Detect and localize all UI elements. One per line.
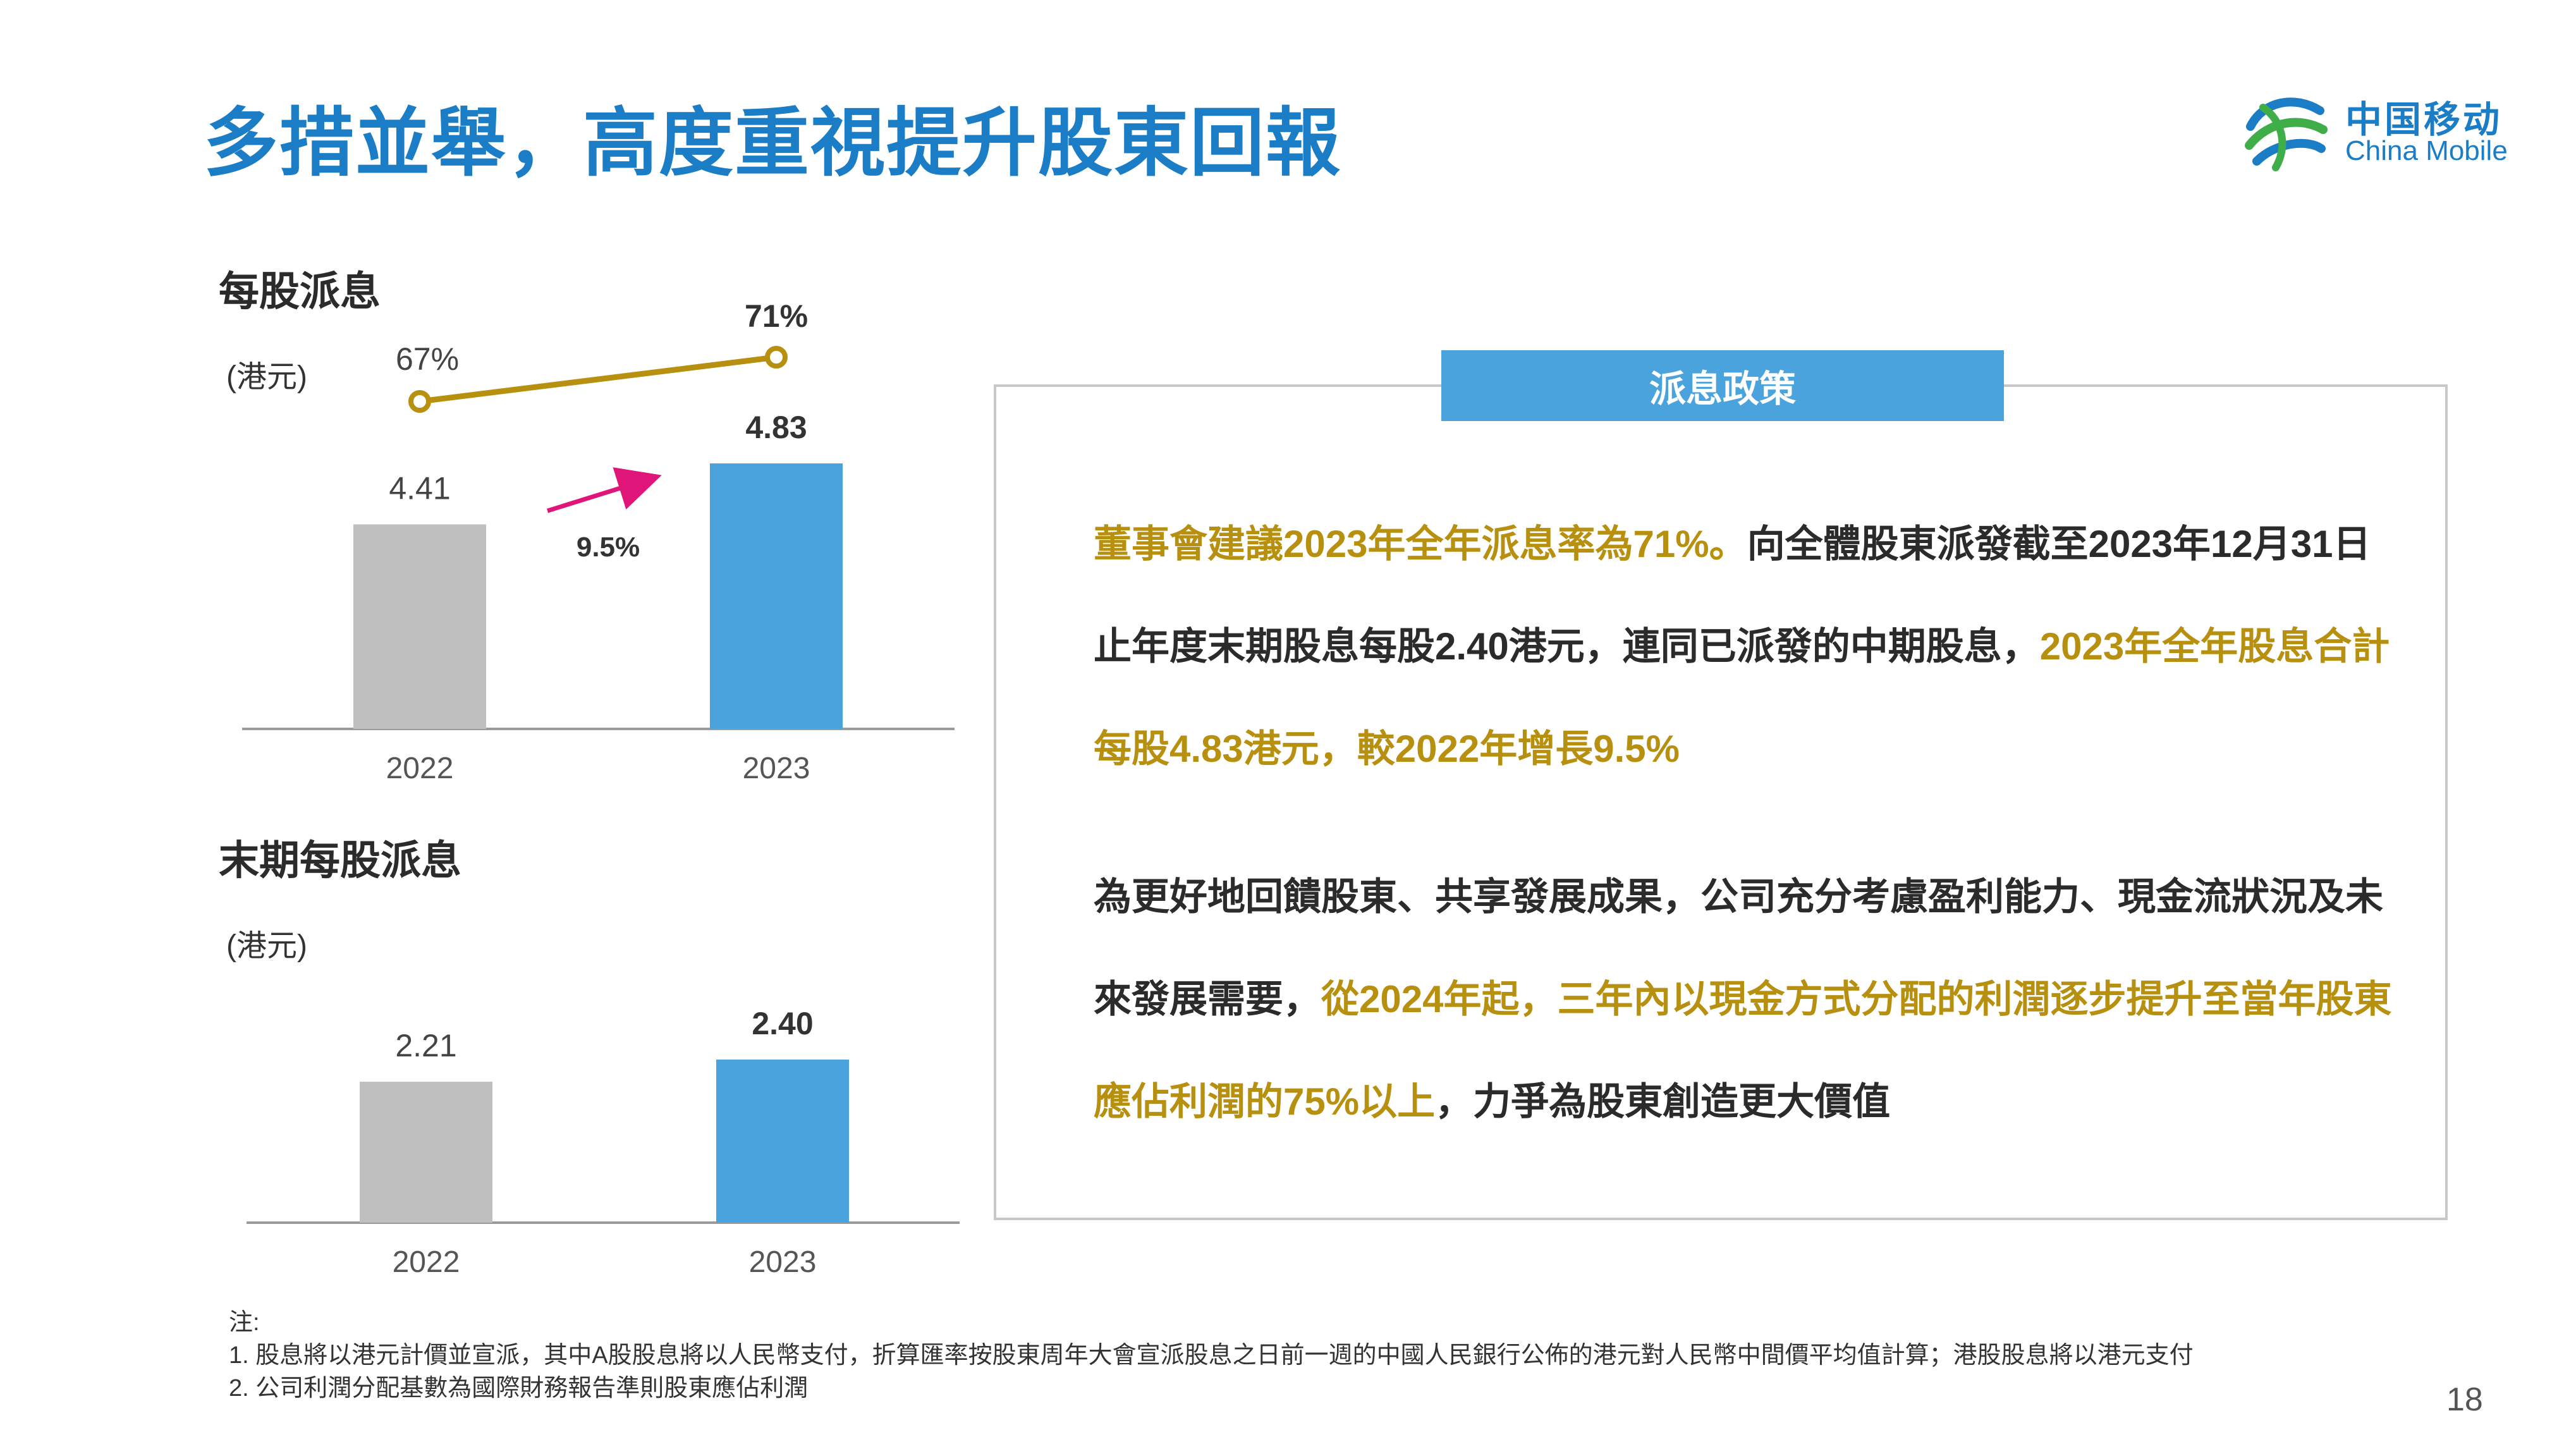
- chart2-bar-2022: [360, 1082, 492, 1223]
- chart2-category-label-2023: 2023: [749, 1245, 817, 1279]
- payout-ratio-line: [419, 354, 777, 405]
- note-1: 1. 股息將以港元計價並宣派，其中A股股息將以人民幣支付，折算匯率按股東周年大會…: [229, 1342, 2194, 1369]
- note-2: 2. 公司利潤分配基數為國際財務報告準則股東應佔利潤: [229, 1375, 809, 1402]
- payout-label-2023: 71%: [745, 298, 808, 334]
- policy-p2-text: 為更好地回饋股東、共享發展成果，公司充分考慮盈利能力、現金流狀況及未來發展需要，: [1094, 876, 2383, 1020]
- chart1-category-label-2022: 2022: [386, 752, 454, 785]
- company-logo: 中国移动 China Mobile: [2238, 82, 2508, 177]
- payout-label-2022: 67%: [396, 341, 459, 377]
- chart1-title: 每股派息: [219, 269, 381, 314]
- payout-point-2022: [408, 390, 431, 413]
- growth-arrow-icon: [546, 467, 662, 513]
- growth-label: 9.5%: [577, 532, 640, 563]
- policy-p1-highlight-1: 董事會建議2023年全年派息率為71%。: [1094, 523, 1747, 565]
- payout-point-2023: [765, 346, 788, 369]
- chart1-bar-2022: [353, 524, 486, 729]
- policy-paragraph-2: 為更好地回饋股東、共享發展成果，公司充分考慮盈利能力、現金流狀況及未來發展需要，…: [1094, 846, 2408, 1153]
- logo-text-cn: 中国移动: [2345, 99, 2503, 140]
- chart1-unit: (港元): [226, 360, 307, 394]
- chart1-bar-2023: [710, 463, 843, 729]
- chart2-bar-2023: [716, 1060, 849, 1223]
- policy-p1-highlight-2: 2023年全年股息合計每股4.83港元，較2022年增長9.5%: [1094, 625, 2390, 770]
- policy-p2-highlight: 從2024年起，三年內以現金方式分配的利潤逐步提升至當年股東應佔利潤的75%以上: [1094, 978, 2392, 1123]
- policy-paragraph-1: 董事會建議2023年全年派息率為71%。向全體股東派發截至2023年12月31日…: [1094, 493, 2408, 800]
- chart1-value-label-2022: 4.41: [389, 470, 450, 506]
- policy-p2-tail: ，力爭為股東創造更大價值: [1435, 1080, 1891, 1123]
- chart1-value-label-2023: 4.83: [745, 410, 807, 445]
- policy-header: 派息政策: [1441, 350, 2004, 421]
- chart1-category-label-2023: 2023: [743, 752, 810, 785]
- policy-p1-text: 向全體股東派發截至2023年12月31日止年度末期股息每股2.40港元，連同已派…: [1094, 523, 2371, 668]
- chart2-value-label-2022: 2.21: [395, 1028, 456, 1063]
- notes-label: 注:: [229, 1309, 260, 1336]
- chart2-category-label-2022: 2022: [393, 1245, 460, 1279]
- page-title: 多措並舉，高度重視提升股東回報: [204, 102, 1342, 185]
- chart2-title: 末期每股派息: [219, 838, 461, 883]
- page-number: 18: [2446, 1381, 2483, 1418]
- china-mobile-logo-icon: [2245, 97, 2328, 171]
- chart2-unit: (港元): [226, 929, 307, 963]
- logo-text-en: China Mobile: [2345, 135, 2508, 166]
- footnotes: 注: 1. 股息將以港元計價並宣派，其中A股股息將以人民幣支付，折算匯率按股東周…: [229, 1306, 2194, 1405]
- chart2-value-label-2023: 2.40: [752, 1006, 813, 1041]
